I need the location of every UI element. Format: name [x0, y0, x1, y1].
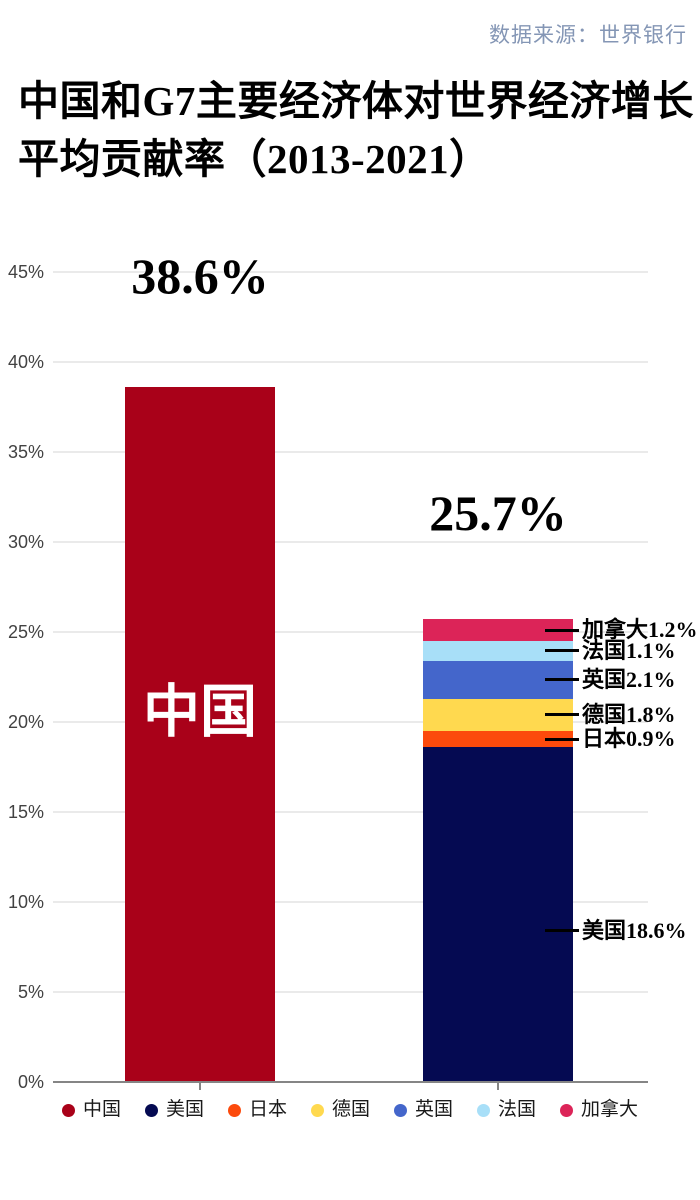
bar-value-label-G7: 25.7%	[429, 485, 567, 542]
y-axis-tick-label: 25%	[7, 622, 44, 642]
y-axis-tick-label: 5%	[17, 982, 44, 1002]
legend-dot-icon	[477, 1103, 491, 1117]
legend-item-美国: 美国	[144, 1098, 204, 1122]
legend-label: 法国	[498, 1099, 537, 1120]
annotation-line-美国	[545, 929, 579, 933]
legend-label: 德国	[331, 1099, 370, 1120]
annotation-line-德国	[545, 713, 579, 717]
x-axis-line	[53, 1081, 648, 1083]
legend-item-英国: 英国	[394, 1098, 453, 1122]
data-source-note: 数据来源：世界银行	[489, 24, 687, 47]
legend: 中国 美国 日本 德国 英国 法国 加拿大	[0, 1098, 700, 1122]
legend-item-中国: 中国	[61, 1098, 121, 1122]
y-axis-tick-label: 30%	[7, 532, 44, 552]
legend-item-日本: 日本	[227, 1098, 287, 1122]
gridline	[53, 451, 648, 453]
legend-label: 日本	[248, 1099, 287, 1120]
gridline	[53, 361, 648, 363]
y-axis-tick-label: 45%	[7, 262, 44, 282]
gridline	[53, 811, 648, 813]
y-axis-tick-label: 35%	[7, 442, 44, 462]
legend-dot-icon	[310, 1103, 324, 1117]
annotation-line-加拿大	[545, 628, 579, 632]
legend-dot-icon	[560, 1103, 574, 1117]
gridline	[53, 901, 648, 903]
annotation-label-德国: 德国1.8%	[582, 701, 676, 727]
chart-title: 中国和G7主要经济体对世界经济增长 平均贡献率（2013-2021）	[18, 72, 694, 188]
bar-segment-法国	[423, 641, 573, 661]
y-axis-tick-label: 10%	[7, 892, 44, 912]
annotation-line-英国	[545, 678, 579, 682]
x-axis-tick	[497, 1083, 499, 1090]
chart-title-line2: 平均贡献率（2013-2021）	[18, 136, 491, 182]
legend-label: 中国	[82, 1099, 121, 1120]
legend-dot-icon	[144, 1103, 158, 1117]
y-axis-tick-label: 40%	[7, 352, 44, 372]
bar-segment-加拿大	[423, 619, 573, 641]
legend-label: 加拿大	[581, 1099, 639, 1120]
bar-segment-日本	[423, 731, 573, 748]
annotation-label-日本: 日本0.9%	[582, 726, 676, 752]
chart-title-line1: 中国和G7主要经济体对世界经济增长	[18, 78, 694, 124]
legend-item-加拿大: 加拿大	[560, 1098, 638, 1122]
legend-dot-icon	[227, 1103, 241, 1117]
bar-value-label-中国: 38.6%	[131, 248, 269, 305]
x-axis-tick	[199, 1083, 201, 1090]
bar-G7	[423, 619, 573, 1082]
gridline	[53, 271, 648, 273]
annotation-label-加拿大: 加拿大1.2%	[582, 617, 698, 643]
bar-segment-美国	[423, 747, 573, 1082]
legend-dot-icon	[394, 1103, 407, 1117]
y-axis-tick-label: 15%	[7, 802, 44, 822]
annotation-label-美国: 美国18.6%	[582, 917, 687, 943]
y-axis-tick-label: 0%	[17, 1072, 44, 1092]
annotation-line-日本	[545, 737, 579, 741]
gridline	[53, 721, 648, 723]
gridline	[53, 631, 648, 633]
legend-item-德国: 德国	[310, 1098, 370, 1122]
annotation-label-法国: 法国1.1%	[582, 637, 676, 663]
bar-inner-label-中国: 中国	[143, 680, 257, 744]
legend-dot-icon	[61, 1103, 75, 1117]
gridline	[53, 991, 648, 993]
annotation-line-法国	[545, 649, 579, 653]
annotation-label-英国: 英国2.1%	[582, 666, 676, 692]
legend-label: 英国	[415, 1099, 454, 1120]
y-axis-tick-label: 20%	[7, 712, 44, 732]
legend-item-法国: 法国	[477, 1098, 536, 1122]
gridline	[53, 541, 648, 543]
legend-label: 美国	[165, 1099, 204, 1120]
bar-中国	[125, 387, 275, 1082]
